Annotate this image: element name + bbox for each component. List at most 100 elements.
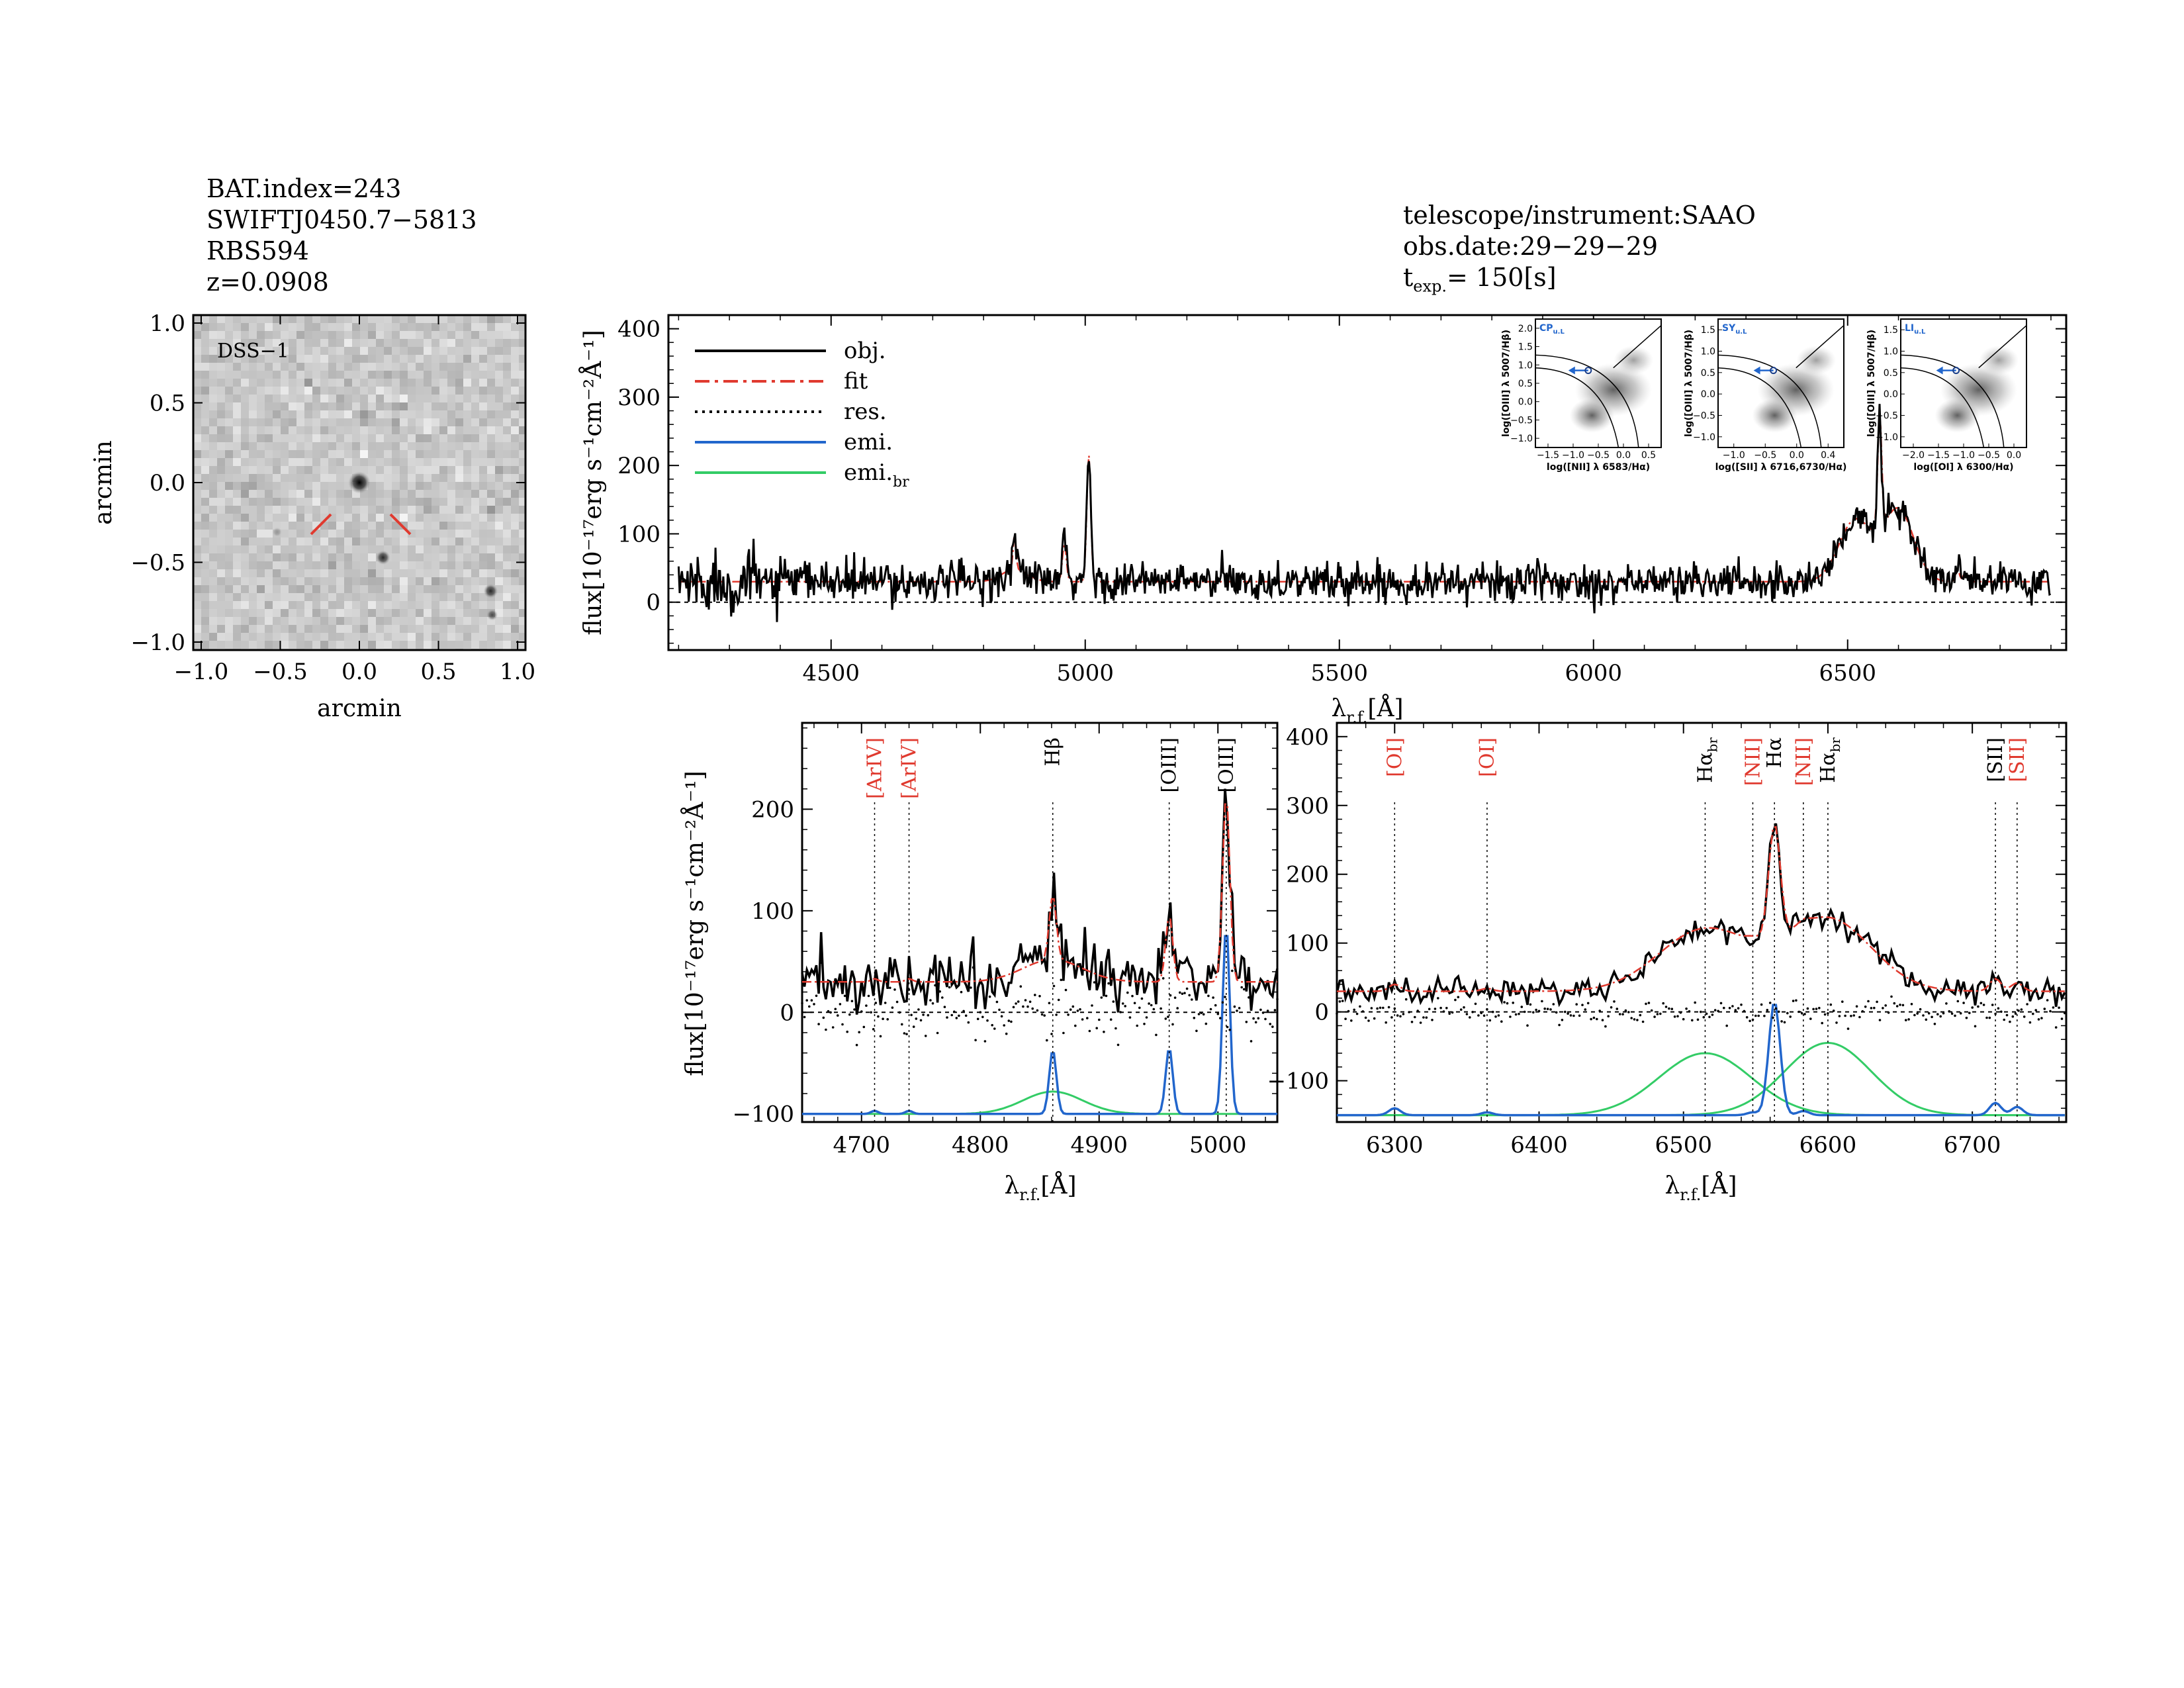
hbeta-residual-point — [1048, 1002, 1051, 1005]
image-pixel — [265, 553, 273, 561]
image-pixel — [392, 545, 400, 553]
image-pixel — [233, 418, 241, 426]
halpha-residual-point — [1858, 1015, 1861, 1019]
image-pixel — [447, 593, 455, 601]
image-pixel — [241, 418, 249, 426]
image-pixel — [225, 418, 233, 426]
hbeta-residual-point — [1191, 998, 1193, 1001]
image-pixel — [447, 331, 455, 339]
halpha-residual-point — [1835, 1021, 1838, 1024]
bpt-panel-1: SYu.L−1.0 −0.5 0.0 0.41.51.00.50.0−0.5−1.0l… — [1684, 318, 1846, 473]
image-pixel — [432, 387, 439, 395]
hbeta-residual-point — [874, 1002, 878, 1004]
halpha-residual-point — [1618, 1013, 1621, 1015]
image-pixel — [201, 585, 209, 593]
image-pixel — [233, 498, 241, 506]
image-pixel — [344, 641, 352, 649]
image-pixel — [368, 410, 376, 418]
hbeta-residual-point — [898, 1011, 901, 1014]
image-pixel — [455, 474, 463, 482]
halpha-residual-point — [1982, 1004, 1985, 1006]
image-pixel — [281, 331, 289, 339]
halpha-residual-point — [1641, 1020, 1645, 1023]
hbeta-residual-point — [843, 994, 846, 998]
halpha-residual-point — [1650, 1009, 1653, 1012]
image-pixel — [432, 442, 439, 450]
image-pixel — [519, 522, 525, 530]
image-pixel — [392, 387, 400, 395]
image-pixel — [384, 347, 392, 355]
image-pixel — [201, 609, 209, 617]
image-pixel — [479, 458, 487, 466]
image-pixel — [463, 593, 471, 601]
image-pixel — [503, 371, 511, 379]
image-pixel — [296, 625, 304, 633]
image-pixel — [424, 426, 432, 434]
image-pixel — [304, 355, 312, 363]
image-pixel — [352, 339, 360, 347]
image-pixel — [424, 522, 432, 530]
image-pixel — [328, 442, 336, 450]
image-pixel — [376, 410, 384, 418]
halpha-residual-point — [1740, 1004, 1743, 1006]
image-pixel — [424, 609, 432, 617]
image-pixel — [487, 355, 495, 363]
image-pixel — [233, 458, 241, 466]
image-pixel — [241, 402, 249, 410]
bpt-x-tick-label: −0.5 — [1978, 450, 2000, 461]
image-pixel — [479, 387, 487, 395]
image-pixel — [249, 545, 257, 553]
image-pixel — [273, 466, 281, 474]
image-pixel — [193, 426, 201, 434]
image-pixel — [344, 593, 352, 601]
image-pixel — [312, 363, 320, 371]
image-pixel — [312, 482, 320, 490]
halpha-residual-point — [1647, 1002, 1651, 1004]
image-pixel — [281, 625, 289, 633]
hbeta-marker-label-4: [OIII] — [1215, 737, 1238, 793]
image-pixel — [487, 514, 495, 522]
image-pixel — [312, 538, 320, 545]
image-pixel — [273, 371, 281, 379]
image-pixel — [424, 617, 432, 625]
image-pixel — [193, 633, 201, 641]
image-pixel — [495, 514, 503, 522]
image-pixel — [487, 633, 495, 641]
hbeta-residual-point — [837, 1014, 839, 1017]
image-pixel — [360, 402, 368, 410]
image-pixel — [225, 522, 233, 530]
image-pixel — [463, 514, 471, 522]
halpha-residual-point — [1442, 1010, 1445, 1013]
image-pixel — [312, 641, 320, 649]
hbeta-marker-label-3: [OIII] — [1158, 737, 1181, 793]
image-pixel — [304, 538, 312, 545]
image-pixel — [296, 490, 304, 498]
image-pixel — [408, 371, 416, 379]
bpt-y-label: log([OIII] λ 5007/Hβ) — [1501, 330, 1512, 437]
hbeta-residual-point — [839, 1003, 842, 1006]
image-pixel — [249, 379, 257, 387]
bpt-x-tick-label: 0.0 — [1616, 450, 1631, 461]
halpha-broad-component-0 — [1337, 1052, 2065, 1117]
image-pixel — [424, 331, 432, 339]
image-pixel — [368, 379, 376, 387]
halpha-residual-point — [1737, 1007, 1740, 1009]
image-pixel — [249, 315, 257, 323]
image-pixel — [400, 490, 408, 498]
image-pixel — [447, 466, 455, 474]
halpha-residual-point — [1717, 1009, 1719, 1013]
image-pixel — [289, 379, 296, 387]
image-pixel — [368, 363, 376, 371]
image-pixel — [447, 490, 455, 498]
bpt-y-tick-label: 1.5 — [1701, 325, 1715, 336]
image-pixel — [296, 442, 304, 450]
image-pixel — [432, 577, 439, 585]
image-pixel — [432, 450, 439, 458]
image-pixel — [257, 561, 265, 569]
image-pixel — [265, 561, 273, 569]
image-pixel — [209, 355, 217, 363]
image-pixel — [344, 609, 352, 617]
hbeta-residual-point — [936, 1031, 939, 1035]
image-pixel — [487, 387, 495, 395]
hbeta-y-label: flux[10⁻¹⁷erg s⁻¹cm⁻²Å⁻¹] — [681, 771, 709, 1076]
